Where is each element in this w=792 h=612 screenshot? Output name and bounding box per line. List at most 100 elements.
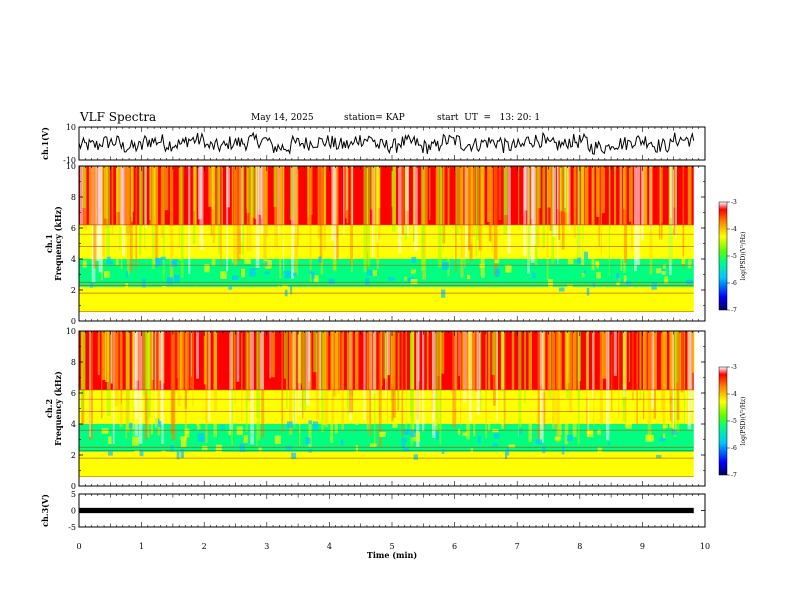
spectrogram-speckle xyxy=(658,269,666,275)
spectrogram-streak xyxy=(308,331,311,382)
spectrogram-streak xyxy=(179,166,182,261)
spectrogram-streak xyxy=(323,166,326,251)
spectrogram-streak xyxy=(518,166,520,230)
spectrogram-streak xyxy=(132,166,134,212)
spectrogram-streak xyxy=(618,331,620,420)
spectrogram-speckle xyxy=(664,276,669,284)
spectrogram-streak xyxy=(260,166,264,235)
spectrogram-streak xyxy=(373,166,377,257)
spectrogram-streak xyxy=(194,166,197,255)
spectrogram-speckle xyxy=(581,273,585,278)
spectrogram-speckle xyxy=(220,271,227,279)
spectrogram-speckle xyxy=(645,434,653,442)
spectrogram-speckle xyxy=(403,289,408,295)
spectrogram-streak xyxy=(523,166,528,211)
ch1-waveform xyxy=(78,131,695,155)
spectrogram-speckle xyxy=(335,289,339,296)
spectrogram-streak xyxy=(115,166,119,266)
spectrogram-streak xyxy=(573,166,577,208)
spectrogram-streak xyxy=(322,331,327,426)
spectrogram-streak xyxy=(226,166,229,272)
y-tick-label: 0 xyxy=(71,507,76,516)
spectrogram-speckle xyxy=(312,421,319,430)
spectrogram-streak xyxy=(436,331,441,376)
colorbar xyxy=(718,366,728,476)
spectrogram-speckle xyxy=(625,421,632,429)
spectrogram-streak xyxy=(639,331,642,401)
spectrogram-speckle xyxy=(264,271,270,275)
spectrogram-streak xyxy=(664,331,668,400)
spectrogram-streak xyxy=(405,331,407,432)
y-tick-label: 5 xyxy=(71,490,76,499)
spectrogram-streak xyxy=(683,331,686,425)
spectrogram-speckle xyxy=(369,443,377,447)
spectrogram-streak xyxy=(613,331,617,376)
spectrogram-streak xyxy=(552,166,557,237)
spectrogram-speckle xyxy=(451,454,455,459)
spectrogram-streak xyxy=(130,166,134,222)
spectrogram-streak xyxy=(257,331,261,441)
spectrogram-speckle xyxy=(180,436,187,441)
colorbar-tick-label: -6 xyxy=(731,445,737,452)
spectrogram-streak xyxy=(687,331,692,430)
spectrogram-streak xyxy=(119,166,124,226)
spectrogram-speckle xyxy=(309,270,313,275)
spectrogram-speckle xyxy=(129,422,133,428)
spectrogram-speckle xyxy=(388,277,395,281)
spectrogram-streak xyxy=(401,166,405,235)
spectrogram-speckle xyxy=(681,256,686,265)
spectrogram-streak xyxy=(88,331,93,441)
spectrogram-streak xyxy=(647,331,652,441)
spectrogram-speckle xyxy=(293,272,297,276)
spectrogram-streak xyxy=(199,166,204,250)
spectrogram-speckle xyxy=(444,454,452,459)
spectrogram-speckle xyxy=(162,286,166,290)
spectrogram-streak xyxy=(269,331,271,379)
spectrogram-streak xyxy=(88,166,92,234)
spectrogram-speckle xyxy=(655,268,662,274)
spectrogram-streak xyxy=(530,166,535,264)
colorbar-tick-label: -4 xyxy=(731,391,737,398)
x-tick-label: 0 xyxy=(76,542,81,551)
spectrogram-streak xyxy=(336,331,341,394)
spectrogram-speckle xyxy=(286,445,293,450)
spectrogram-streak xyxy=(349,331,354,413)
spectrogram-streak xyxy=(178,166,181,249)
y-tick-label: 0 xyxy=(71,317,76,326)
spectrogram-streak xyxy=(205,331,208,444)
spectrogram-streak xyxy=(157,331,161,436)
spectrogram-streak xyxy=(383,331,388,379)
y-axis-label: Frequency (kHz) xyxy=(53,206,63,281)
spectrogram-speckle xyxy=(308,449,313,453)
spectrogram-speckle xyxy=(494,259,500,264)
spectrogram-streak xyxy=(250,331,254,445)
colorbar xyxy=(718,201,728,311)
spectrogram-streak xyxy=(246,166,250,213)
spectrogram-streak xyxy=(491,331,496,375)
spectrogram-streak xyxy=(624,166,628,264)
spectrogram-streak xyxy=(602,331,607,379)
spectrogram-streak xyxy=(370,166,373,210)
spectrogram-streak xyxy=(504,331,506,430)
spectrogram-streak xyxy=(150,331,154,435)
spectrogram-speckle xyxy=(228,285,233,290)
spectrogram-speckle xyxy=(495,268,500,277)
spectrogram-speckle xyxy=(661,271,666,275)
spectrogram-speckle xyxy=(249,268,257,277)
spectrogram-speckle xyxy=(109,251,115,255)
spectrogram-streak xyxy=(600,166,602,256)
station-label: station= KAP xyxy=(344,113,405,123)
spectrogram-streak xyxy=(111,166,114,235)
spectrogram-speckle xyxy=(155,258,159,268)
spectrogram-streak xyxy=(98,166,103,273)
spectrogram-streak xyxy=(114,331,119,407)
spectrogram-streak xyxy=(416,331,420,447)
spectrogram-streak xyxy=(105,331,110,383)
spectrogram-speckle xyxy=(616,272,620,282)
spectrogram-streak xyxy=(236,331,240,382)
spectrogram-speckle xyxy=(477,435,481,444)
spectrogram-streak xyxy=(315,331,320,420)
spectrogram-speckle xyxy=(554,436,562,441)
spectrogram-speckle xyxy=(403,428,410,435)
spectrogram-streak xyxy=(333,166,338,260)
